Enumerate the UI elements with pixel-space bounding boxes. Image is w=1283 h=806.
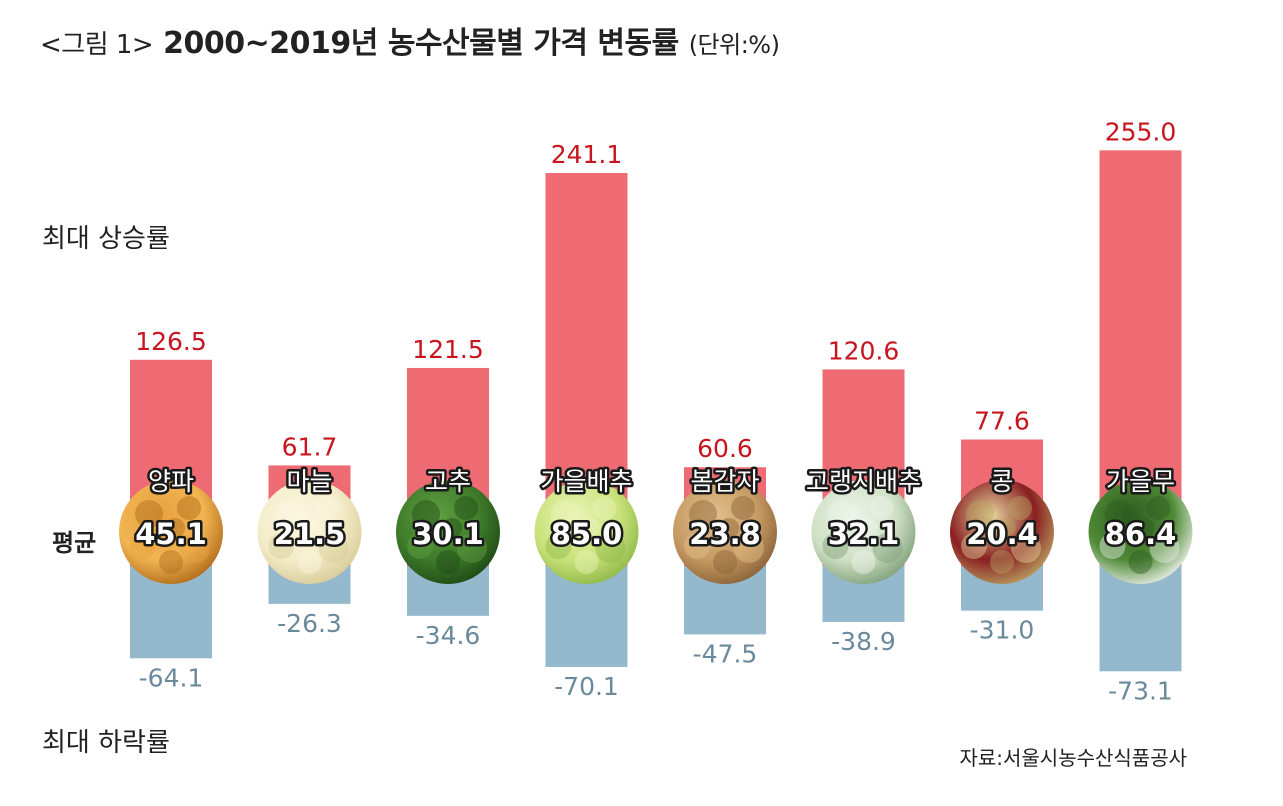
highland-cabbage-photo bbox=[811, 480, 916, 584]
rise-value-label: 61.7 bbox=[282, 432, 338, 461]
average-value-label: 45.1 bbox=[135, 517, 207, 551]
photo-texture bbox=[689, 500, 717, 528]
rise-value-label: 255.0 bbox=[1105, 117, 1177, 146]
photo-texture bbox=[827, 500, 856, 528]
category-label: 양파 bbox=[148, 467, 194, 496]
photo-texture bbox=[1146, 496, 1171, 520]
category-label: 가을배추 bbox=[540, 467, 632, 496]
rise-value-label: 121.5 bbox=[412, 335, 484, 364]
photo-texture bbox=[159, 550, 183, 574]
category-label: 고추 bbox=[425, 467, 471, 496]
title-main: 2000~2019년 농수산물별 가격 변동률 bbox=[163, 26, 679, 61]
photo-texture bbox=[165, 518, 185, 538]
rise-value-label: 126.5 bbox=[135, 327, 207, 356]
photo-texture bbox=[872, 533, 903, 563]
photo-texture bbox=[273, 500, 302, 528]
title-unit: (단위:%) bbox=[688, 31, 780, 59]
rise-value-label: 120.6 bbox=[828, 336, 900, 365]
fall-value-label: -70.1 bbox=[554, 672, 619, 701]
garlic-photo bbox=[257, 480, 362, 584]
average-value-label: 85.0 bbox=[551, 517, 623, 551]
photo-texture bbox=[457, 533, 487, 563]
photo-texture bbox=[268, 533, 295, 559]
photo-texture bbox=[966, 500, 994, 528]
cabbage-photo bbox=[534, 480, 639, 584]
fall-value-label: -31.0 bbox=[970, 616, 1035, 645]
photo-texture bbox=[318, 533, 349, 563]
category-label: 콩 bbox=[990, 467, 1013, 496]
fall-value-label: -26.3 bbox=[277, 609, 342, 638]
fall-value-label: -64.1 bbox=[139, 663, 204, 692]
photo-texture bbox=[734, 533, 764, 563]
photo-texture bbox=[574, 550, 599, 574]
photo-texture bbox=[684, 533, 710, 559]
photo-texture bbox=[303, 518, 324, 538]
photo-texture bbox=[454, 496, 478, 520]
photo-texture bbox=[857, 518, 878, 538]
photo-texture bbox=[996, 518, 1016, 538]
average-value-label: 20.4 bbox=[966, 517, 1038, 551]
photo-texture bbox=[180, 533, 210, 563]
photo-texture bbox=[822, 533, 849, 559]
photo-texture bbox=[412, 500, 440, 528]
photo-texture bbox=[869, 496, 894, 520]
title-prefix: <그림 1> bbox=[40, 30, 154, 60]
photo-texture bbox=[545, 533, 572, 559]
photo-texture bbox=[1099, 533, 1126, 559]
photo-texture bbox=[851, 550, 876, 574]
photo-texture bbox=[1011, 533, 1041, 563]
photo-texture bbox=[442, 518, 462, 538]
fall-value-label: -47.5 bbox=[693, 639, 758, 668]
photo-texture bbox=[1008, 496, 1032, 520]
photo-texture bbox=[297, 550, 322, 574]
photo-texture bbox=[580, 518, 601, 538]
photo-texture bbox=[550, 500, 579, 528]
onion-photo bbox=[119, 480, 223, 584]
photo-texture bbox=[436, 550, 460, 574]
photo-texture bbox=[1104, 500, 1133, 528]
photo-texture bbox=[130, 533, 156, 559]
photo-texture bbox=[315, 496, 340, 520]
fall-value-label: -38.9 bbox=[831, 627, 896, 656]
photo-texture bbox=[1149, 533, 1180, 563]
photo-texture bbox=[1134, 518, 1155, 538]
category-label: 마늘 bbox=[286, 467, 332, 496]
photo-texture bbox=[1128, 550, 1153, 574]
average-value-label: 86.4 bbox=[1105, 517, 1177, 551]
photo-texture bbox=[135, 500, 163, 528]
category-label: 가을무 bbox=[1106, 467, 1175, 496]
potato-photo bbox=[673, 480, 777, 584]
source-note: 자료:서울시농수산식품공사 bbox=[959, 746, 1187, 770]
average-value-label: 32.1 bbox=[828, 517, 900, 551]
pepper-photo bbox=[396, 480, 500, 584]
fall-value-label: -34.6 bbox=[416, 621, 481, 650]
average-value-label: 23.8 bbox=[689, 517, 761, 551]
rise-value-label: 241.1 bbox=[551, 140, 623, 169]
category-label: 고랭지배추 bbox=[806, 467, 921, 496]
photo-texture bbox=[961, 533, 987, 559]
average-label: 평균 bbox=[52, 529, 97, 557]
fall-value-label: -73.1 bbox=[1108, 676, 1173, 705]
average-value-label: 21.5 bbox=[274, 517, 346, 551]
max-fall-label: 최대 하락률 bbox=[42, 728, 170, 758]
average-value-label: 30.1 bbox=[412, 517, 484, 551]
beans-photo bbox=[950, 480, 1054, 584]
chart-title: <그림 1> 2000~2019년 농수산물별 가격 변동률 (단위:%) bbox=[40, 18, 780, 62]
photo-texture bbox=[595, 533, 626, 563]
photo-texture bbox=[990, 550, 1014, 574]
max-rise-label: 최대 상승률 bbox=[42, 224, 170, 254]
photo-texture bbox=[713, 550, 737, 574]
photo-texture bbox=[592, 496, 617, 520]
rise-value-label: 60.6 bbox=[697, 434, 753, 463]
photo-texture bbox=[731, 496, 755, 520]
category-label: 봄감자 bbox=[690, 467, 759, 496]
rise-value-label: 77.6 bbox=[974, 407, 1030, 436]
photo-texture bbox=[177, 496, 201, 520]
radish-photo bbox=[1088, 480, 1193, 584]
photo-texture bbox=[407, 533, 433, 559]
photo-texture bbox=[719, 518, 739, 538]
